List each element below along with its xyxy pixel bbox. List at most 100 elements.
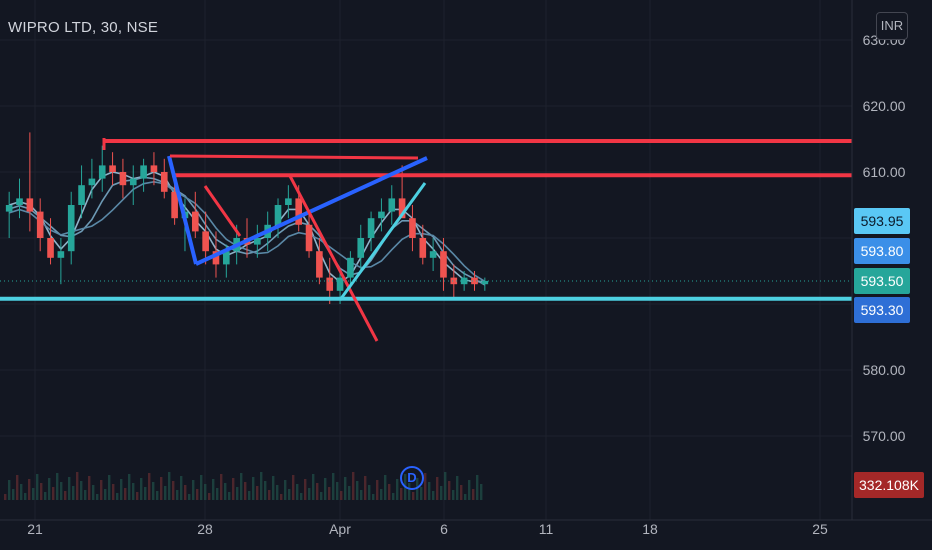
dividend-marker[interactable]: D: [400, 466, 424, 490]
candle-body[interactable]: [26, 198, 34, 212]
candle-body[interactable]: [57, 251, 65, 258]
trendline-cyan-up[interactable]: [338, 182, 427, 301]
candle-body[interactable]: [471, 277, 478, 285]
volume-bar: [448, 481, 451, 500]
volume-bar: [292, 475, 295, 500]
time-axis-label: 21: [27, 521, 43, 537]
candle-body[interactable]: [347, 257, 354, 278]
candle-body[interactable]: [305, 224, 313, 252]
candle-body[interactable]: [98, 165, 106, 179]
volume-bar: [4, 494, 7, 500]
trendline-blue-up[interactable]: [195, 156, 428, 266]
volume-bar: [140, 478, 143, 500]
volume-bar: [12, 489, 15, 500]
time-axis-label: Apr: [329, 521, 351, 537]
candle-body[interactable]: [388, 198, 396, 212]
volume-bar: [476, 475, 479, 500]
volume-bar: [164, 486, 167, 500]
volume-bar: [248, 491, 251, 500]
candle-body[interactable]: [481, 280, 489, 285]
volume-bar: [32, 488, 35, 500]
trendline-red-short[interactable]: [203, 185, 242, 237]
trendline-red-top[interactable]: [169, 154, 419, 160]
volume-bar: [136, 492, 139, 500]
currency-button[interactable]: INR: [876, 12, 908, 40]
trendline-red-down[interactable]: [288, 175, 379, 342]
volume-bar: [444, 472, 447, 500]
candle-body[interactable]: [67, 205, 75, 252]
candle-body[interactable]: [274, 205, 282, 225]
volume-bar: [268, 490, 271, 500]
price-tag: [854, 268, 910, 294]
candle-body[interactable]: [160, 172, 168, 192]
volume-bar: [212, 479, 215, 500]
horizontal-levels[interactable]: [0, 138, 852, 301]
volume-bar: [64, 491, 67, 500]
price-axis-label: 620.00: [863, 98, 906, 114]
volume-bar: [372, 494, 375, 500]
candle-body[interactable]: [285, 198, 292, 205]
candle-body[interactable]: [191, 211, 199, 232]
candle-body[interactable]: [171, 191, 178, 219]
candle-body[interactable]: [336, 277, 344, 291]
volume-bar: [452, 490, 455, 500]
candle-body[interactable]: [409, 218, 416, 238]
volume-bar: [40, 483, 43, 500]
candle-body[interactable]: [47, 238, 54, 258]
trend-line-drawings[interactable]: [102, 138, 428, 342]
time-axis[interactable]: 21 28 Apr 6 11 18 25: [27, 521, 828, 537]
candle-body[interactable]: [140, 165, 147, 179]
candle-body[interactable]: [129, 178, 137, 186]
price-tag-label: 593.80: [861, 243, 904, 259]
candle-body[interactable]: [119, 172, 127, 186]
candle-body[interactable]: [357, 238, 365, 258]
candle-body[interactable]: [419, 238, 427, 258]
trendline-blue-down[interactable]: [167, 155, 198, 265]
candle-body[interactable]: [212, 251, 220, 265]
candle-body[interactable]: [429, 251, 437, 258]
volume-bar: [196, 489, 199, 500]
candle-body[interactable]: [378, 211, 385, 219]
volume-bar: [128, 474, 131, 500]
volume-bar: [468, 480, 471, 500]
candle-body[interactable]: [78, 185, 85, 205]
candle-body[interactable]: [223, 251, 230, 265]
time-axis-label: 25: [812, 521, 828, 537]
volume-bar: [92, 485, 95, 500]
volume-bar: [252, 477, 255, 500]
candle-body[interactable]: [450, 277, 458, 285]
candle-body[interactable]: [202, 231, 209, 252]
volume-bar: [220, 474, 223, 500]
candle-body[interactable]: [316, 251, 323, 278]
candle-body[interactable]: [398, 198, 406, 219]
volume-bar: [44, 492, 47, 500]
price-axis-label: 580.00: [863, 362, 906, 378]
candle-body[interactable]: [295, 198, 303, 225]
volume-bar: [424, 473, 427, 500]
candle-body[interactable]: [326, 277, 334, 291]
volume-bar: [184, 485, 187, 500]
candle-body[interactable]: [367, 218, 375, 238]
volume-bar: [272, 476, 275, 500]
volume-bar: [336, 482, 339, 500]
time-axis-label: 6: [440, 521, 448, 537]
candle-body[interactable]: [440, 251, 447, 278]
candle-body[interactable]: [150, 165, 158, 172]
volume-bar: [280, 494, 283, 500]
volume-bar: [352, 472, 355, 500]
candle-body[interactable]: [16, 198, 23, 205]
volume-bar: [236, 487, 239, 500]
volume-bar: [224, 483, 227, 500]
candle-body[interactable]: [36, 211, 44, 238]
candle-body[interactable]: [88, 178, 96, 186]
volume-bar: [72, 486, 75, 500]
candle-body[interactable]: [109, 165, 116, 172]
volume-bar: [116, 493, 119, 500]
candle-body[interactable]: [254, 238, 261, 245]
volume-bar: [52, 487, 55, 500]
volume-bar: [20, 484, 23, 500]
candle-body[interactable]: [5, 205, 13, 212]
volume-bar: [300, 493, 303, 500]
